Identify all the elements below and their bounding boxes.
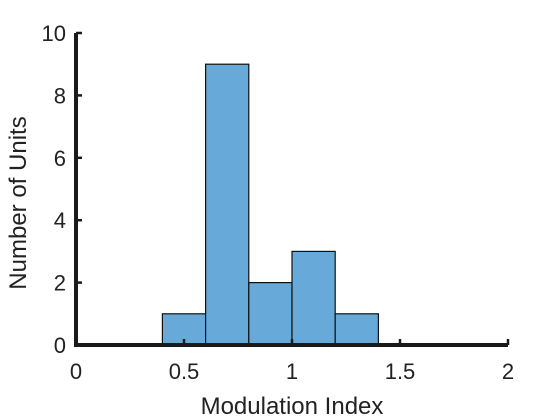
histogram-bar-4 — [334, 313, 380, 346]
y-tick-label-0: 0 — [54, 333, 66, 358]
y-axis-title: Number of Units — [5, 116, 32, 289]
y-tick-label-3: 6 — [54, 146, 66, 171]
histogram-bar-2 — [248, 282, 293, 346]
x-axis-title: Modulation Index — [201, 393, 384, 420]
y-tick-label-1: 2 — [54, 271, 66, 296]
x-tick-label-4: 2 — [502, 359, 514, 384]
y-tick-label-5: 10 — [42, 21, 66, 46]
x-tick-label-0: 0 — [70, 359, 82, 384]
y-tick-label-2: 4 — [54, 208, 66, 233]
histogram-bar-1 — [205, 63, 250, 346]
bars-layer — [161, 63, 380, 346]
x-tick-label-3: 1.5 — [385, 359, 416, 384]
x-tick-label-1: 0.5 — [169, 359, 200, 384]
y-tick-label-4: 8 — [54, 83, 66, 108]
ticks-layer: 0 2 4 6 8 10 0 0.5 1 1.5 2 — [42, 21, 515, 384]
x-tick-label-2: 1 — [286, 359, 298, 384]
histogram-bar-3 — [291, 250, 336, 346]
